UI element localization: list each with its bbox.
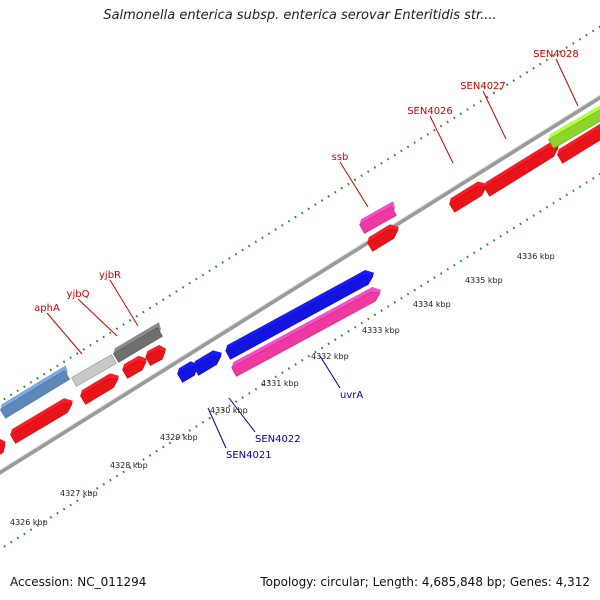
gene-feature-red <box>366 224 399 252</box>
gene-feature-red <box>448 181 487 213</box>
gene-feature-red-left-top-face <box>0 438 6 451</box>
tick-label: 4331 kbp <box>261 379 299 388</box>
gene-feature-lime <box>548 94 600 149</box>
gene-feature-steel-top-face <box>0 365 68 410</box>
gene-feature-red-top-face <box>10 398 73 435</box>
backbone-highlight <box>0 94 600 471</box>
leader-sen4022 <box>228 397 256 433</box>
gene-feature-blue-SEN4022-top-face <box>193 350 222 367</box>
tick-label: 4326 kbp <box>10 518 48 527</box>
tick-label: 4327 kbp <box>60 489 98 498</box>
gene-label-sen4026: SEN4026 <box>407 106 453 117</box>
gene-feature-red-top-face <box>449 181 487 204</box>
genome-summary: Topology: circular; Length: 4,685,848 bp… <box>260 575 590 589</box>
gene-feature-red-front-face <box>366 229 399 252</box>
leader-sen4027 <box>482 90 507 140</box>
gene-label-sen4028: SEN4028 <box>533 49 579 60</box>
gene-feature-red <box>122 355 147 379</box>
gene-labels: aphA yjbQ yjbR ssb SEN4026 SEN4027 SEN4028 SEN4… <box>34 49 579 461</box>
gene-feature-red-top-face <box>80 373 119 396</box>
accession-text: Accession: NC_011294 <box>10 575 147 589</box>
leader-ssb <box>339 161 369 208</box>
gene-feature-pink-uvrA <box>231 286 381 377</box>
leader-sen4028 <box>555 58 579 107</box>
gene-feature-red <box>10 398 73 444</box>
leader-apha <box>46 312 83 355</box>
gene-feature-dark-grey <box>113 322 163 363</box>
gene-feature-steel <box>0 365 71 419</box>
tick-label: 4329 kbp <box>160 433 198 442</box>
gene-feature-red-front-face <box>448 186 487 213</box>
gene-feature-red-right <box>556 116 600 164</box>
gene-feature-red <box>145 344 166 366</box>
gene-feature-blue-large <box>225 270 374 360</box>
gene-feature-pink-ssb <box>359 201 397 234</box>
position-ticks: 4326 kbp 4327 kbp 4328 kbp 4329 kbp 4330 kbp… <box>10 252 555 527</box>
gene-feature-pink-ssb-front-face <box>359 206 397 234</box>
gene-feature-blue-SEN4021 <box>177 361 198 383</box>
gene-feature-light-grey <box>71 349 117 387</box>
gene-feature-red-front-face <box>10 403 73 444</box>
gene-feature-red-left <box>0 438 6 460</box>
gene-label-apha: aphA <box>34 303 60 314</box>
gene-feature-red-front-face <box>483 147 559 197</box>
gene-feature-red-front-face <box>145 349 166 366</box>
leader-sen4026 <box>429 115 454 164</box>
gene-features <box>0 94 600 460</box>
gene-feature-blue-SEN4022-front-face <box>193 355 222 376</box>
gene-feature-dark-grey-front-face <box>113 327 163 363</box>
gene-feature-red <box>80 373 119 405</box>
leader-uvra <box>319 355 341 389</box>
gene-feature-red <box>483 142 559 197</box>
gene-label-yjbq: yjbQ <box>67 289 90 300</box>
gene-label-ssb: ssb <box>332 152 349 163</box>
tick-label: 4332 kbp <box>311 352 349 361</box>
backbone-strip <box>0 95 600 475</box>
gene-feature-red-right-front-face <box>556 121 600 164</box>
gene-label-uvra: uvrA <box>340 390 363 401</box>
gene-feature-pink-uvrA-front-face <box>231 292 381 377</box>
label-leaders <box>46 58 579 449</box>
gene-feature-blue-SEN4022 <box>193 350 222 376</box>
gene-label-sen4022: SEN4022 <box>255 434 301 445</box>
gene-feature-blue-SEN4021-front-face <box>177 366 198 383</box>
leader-yjbq <box>77 298 118 337</box>
gene-feature-light-grey-front-face <box>71 354 117 387</box>
leader-yjbr <box>109 279 139 327</box>
gene-label-sen4027: SEN4027 <box>460 81 506 92</box>
gene-feature-steel-front-face <box>0 370 71 419</box>
tick-label: 4334 kbp <box>413 300 451 309</box>
tick-label: 4335 kbp <box>465 276 503 285</box>
gene-feature-pink-ssb-top-face <box>359 201 395 225</box>
gene-feature-red-top-face <box>484 142 559 188</box>
tick-label: 4336 kbp <box>517 252 555 261</box>
backbone <box>0 94 600 475</box>
gene-feature-red-front-face <box>80 378 119 405</box>
gene-feature-blue-large-front-face <box>225 275 374 360</box>
gene-label-yjbr: yjbR <box>99 270 121 281</box>
top-dotted-track <box>0 25 600 404</box>
tick-label: 4328 kbp <box>110 461 148 470</box>
map-title: Salmonella enterica subsp. enterica sero… <box>103 8 497 23</box>
gene-feature-red-top-face <box>367 224 399 243</box>
gene-feature-lime-top-face <box>548 94 600 140</box>
tick-label: 4333 kbp <box>362 326 400 335</box>
gene-feature-red-front-face <box>122 360 147 379</box>
gene-feature-red-top-face <box>122 355 147 370</box>
gene-feature-light-grey-top-face <box>71 349 115 378</box>
gene-label-sen4021: SEN4021 <box>226 450 272 461</box>
leader-sen4021 <box>207 407 227 449</box>
gene-feature-lime-front-face <box>548 99 600 149</box>
gene-feature-red-left-front-face <box>0 443 6 460</box>
tick-label: 4330 kbp <box>210 406 248 415</box>
gene-feature-dark-grey-top-face <box>113 322 161 354</box>
